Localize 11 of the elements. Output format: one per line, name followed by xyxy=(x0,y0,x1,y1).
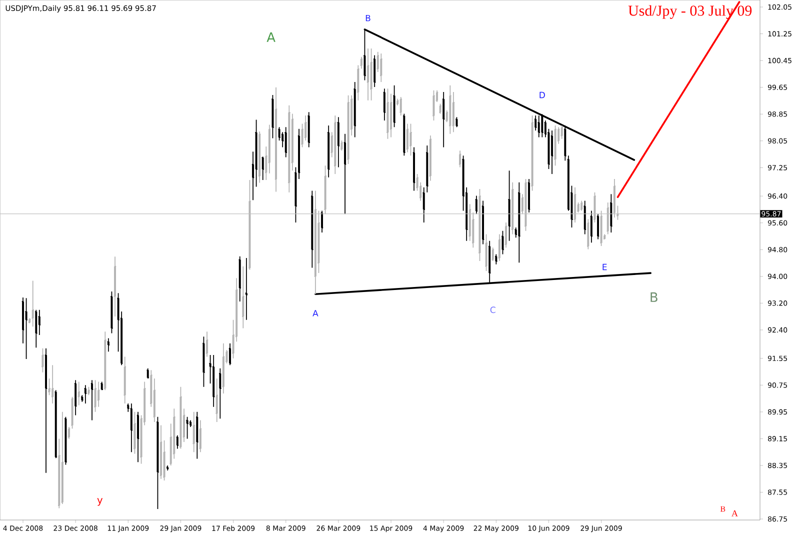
annotation: B xyxy=(366,14,370,22)
annotation: A xyxy=(266,32,276,42)
annotation: B xyxy=(720,506,726,512)
annotation: E xyxy=(602,264,607,270)
chart-subtitle: Usd/Jpy - 03 July 09 xyxy=(628,5,752,19)
annotation: C xyxy=(490,306,496,314)
annotation: A xyxy=(732,510,738,516)
annotation: B xyxy=(650,292,658,302)
annotation: y xyxy=(97,498,103,506)
annotation: A xyxy=(312,310,318,316)
annotation: D xyxy=(540,92,545,98)
